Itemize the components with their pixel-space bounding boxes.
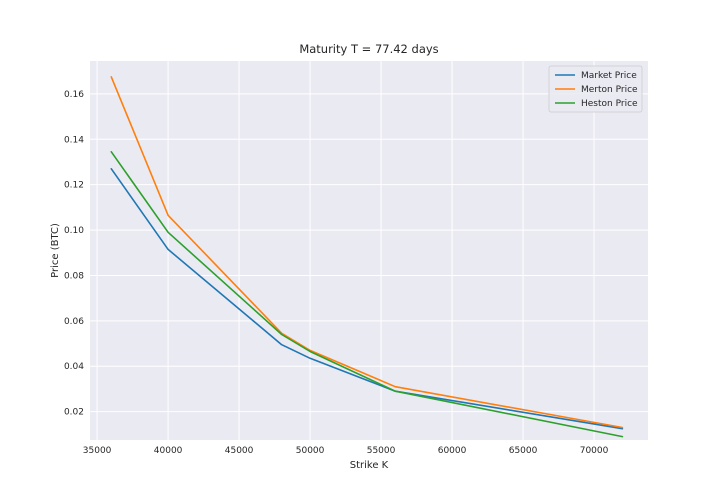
series-line-market-price bbox=[110, 168, 624, 430]
x-tick-label: 60000 bbox=[438, 446, 467, 456]
x-tick-label: 65000 bbox=[509, 446, 538, 456]
x-tick-label: 45000 bbox=[225, 446, 254, 456]
y-tick-label: 0.08 bbox=[64, 271, 84, 281]
y-tick-label: 0.16 bbox=[64, 90, 84, 100]
x-axis-ticks: 35000 40000 45000 50000 55000 60000 65000 70000 bbox=[83, 446, 609, 456]
plot-area bbox=[90, 61, 648, 440]
x-tick-label: 40000 bbox=[154, 446, 183, 456]
x-tick-label: 70000 bbox=[580, 446, 609, 456]
x-tick-label: 55000 bbox=[367, 446, 396, 456]
series-line-heston-price bbox=[110, 151, 624, 438]
series-layer bbox=[110, 76, 624, 438]
legend-label: Merton Price bbox=[581, 85, 638, 95]
y-tick-label: 0.02 bbox=[64, 408, 84, 418]
x-tick-label: 50000 bbox=[296, 446, 325, 456]
y-tick-label: 0.12 bbox=[64, 181, 84, 191]
y-tick-label: 0.04 bbox=[64, 362, 84, 372]
legend-box bbox=[548, 65, 643, 113]
legend: Market Price Merton Price Heston Price bbox=[548, 65, 643, 113]
legend-label: Heston Price bbox=[581, 99, 638, 109]
y-tick-label: 0.10 bbox=[64, 226, 84, 236]
y-tick-label: 0.14 bbox=[64, 135, 84, 145]
y-axis-label: Price (BTC) bbox=[50, 223, 61, 278]
x-tick-label: 35000 bbox=[83, 446, 112, 456]
x-axis-label: Strike K bbox=[350, 460, 389, 471]
chart-title: Maturity T = 77.42 days bbox=[299, 42, 438, 56]
series-line-merton-price bbox=[110, 76, 624, 429]
legend-label: Market Price bbox=[581, 71, 637, 81]
grid-lines bbox=[90, 61, 648, 440]
y-axis-ticks: 0.02 0.04 0.06 0.08 0.10 0.12 0.14 0.16 bbox=[64, 90, 84, 418]
y-tick-label: 0.06 bbox=[64, 317, 84, 327]
